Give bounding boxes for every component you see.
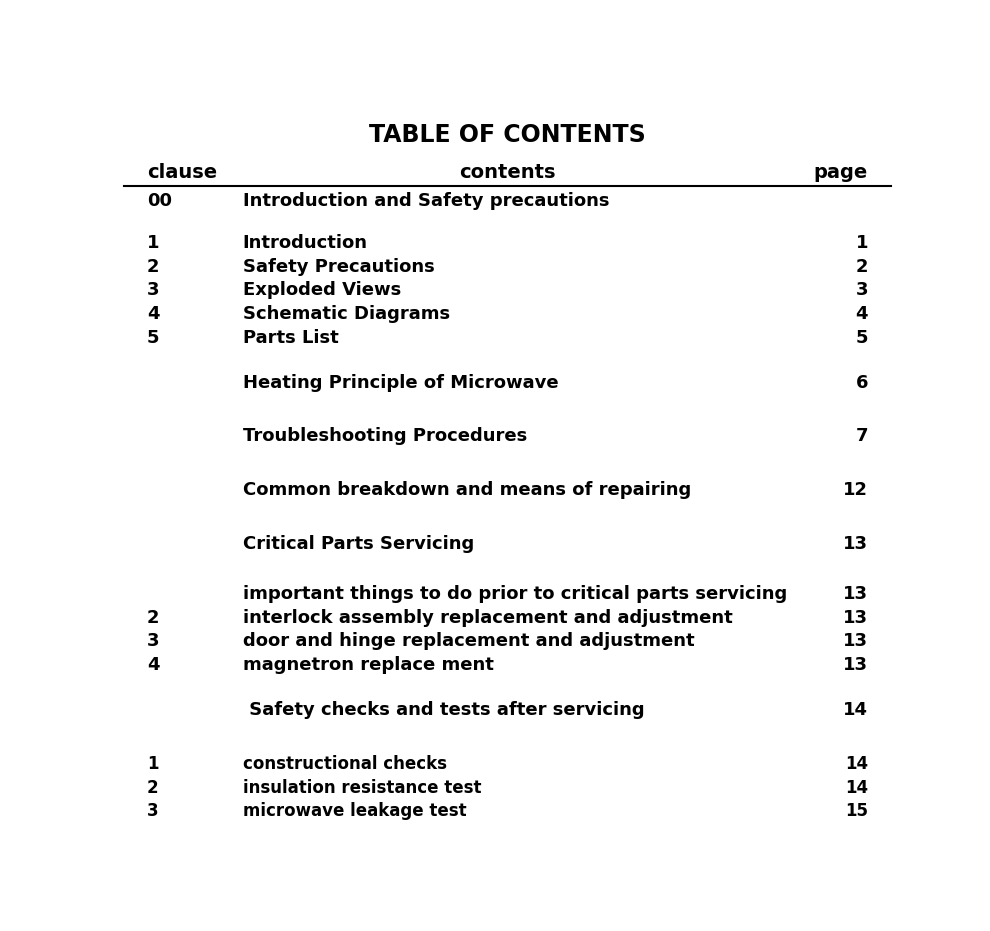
Text: 14: 14 <box>842 701 868 720</box>
Text: 3: 3 <box>147 632 159 651</box>
Text: TABLE OF CONTENTS: TABLE OF CONTENTS <box>369 124 645 147</box>
Text: 3: 3 <box>147 803 158 820</box>
Text: 3: 3 <box>147 281 159 299</box>
Text: 6: 6 <box>855 373 868 392</box>
Text: Exploded Views: Exploded Views <box>243 281 401 299</box>
Text: 1: 1 <box>147 755 158 773</box>
Text: 5: 5 <box>855 329 868 346</box>
Text: magnetron replace ment: magnetron replace ment <box>243 656 494 674</box>
Text: 14: 14 <box>844 778 868 797</box>
Text: page: page <box>814 163 868 182</box>
Text: 1: 1 <box>147 234 159 252</box>
Text: Common breakdown and means of repairing: Common breakdown and means of repairing <box>243 481 691 499</box>
Text: 5: 5 <box>147 329 159 346</box>
Text: Critical Parts Servicing: Critical Parts Servicing <box>243 535 474 553</box>
Text: 14: 14 <box>844 755 868 773</box>
Text: important things to do prior to critical parts servicing: important things to do prior to critical… <box>243 586 787 603</box>
Text: 2: 2 <box>147 258 159 276</box>
Text: 12: 12 <box>842 481 868 499</box>
Text: 4: 4 <box>147 656 159 674</box>
Text: 2: 2 <box>855 258 868 276</box>
Text: 1: 1 <box>855 234 868 252</box>
Text: 15: 15 <box>845 803 868 820</box>
Text: 3: 3 <box>855 281 868 299</box>
Text: Introduction and Safety precautions: Introduction and Safety precautions <box>243 193 609 210</box>
Text: 13: 13 <box>842 586 868 603</box>
Text: 7: 7 <box>855 427 868 445</box>
Text: contents: contents <box>459 163 555 182</box>
Text: Introduction: Introduction <box>243 234 367 252</box>
Text: 00: 00 <box>147 193 172 210</box>
Text: insulation resistance test: insulation resistance test <box>243 778 481 797</box>
Text: interlock assembly replacement and adjustment: interlock assembly replacement and adjus… <box>243 609 733 627</box>
Text: Safety checks and tests after servicing: Safety checks and tests after servicing <box>243 701 644 720</box>
Text: constructional checks: constructional checks <box>243 755 446 773</box>
Text: Safety Precautions: Safety Precautions <box>243 258 435 276</box>
Text: 13: 13 <box>842 632 868 651</box>
Text: 2: 2 <box>147 609 159 627</box>
Text: clause: clause <box>147 163 217 182</box>
Text: microwave leakage test: microwave leakage test <box>243 803 466 820</box>
Text: 2: 2 <box>147 778 158 797</box>
Text: Heating Principle of Microwave: Heating Principle of Microwave <box>243 373 558 392</box>
Text: 4: 4 <box>147 304 159 323</box>
Text: 13: 13 <box>842 609 868 627</box>
Text: Troubleshooting Procedures: Troubleshooting Procedures <box>243 427 527 445</box>
Text: door and hinge replacement and adjustment: door and hinge replacement and adjustmen… <box>243 632 694 651</box>
Text: 13: 13 <box>842 656 868 674</box>
Text: Parts List: Parts List <box>243 329 339 346</box>
Text: 4: 4 <box>855 304 868 323</box>
Text: 13: 13 <box>842 535 868 553</box>
Text: Schematic Diagrams: Schematic Diagrams <box>243 304 449 323</box>
